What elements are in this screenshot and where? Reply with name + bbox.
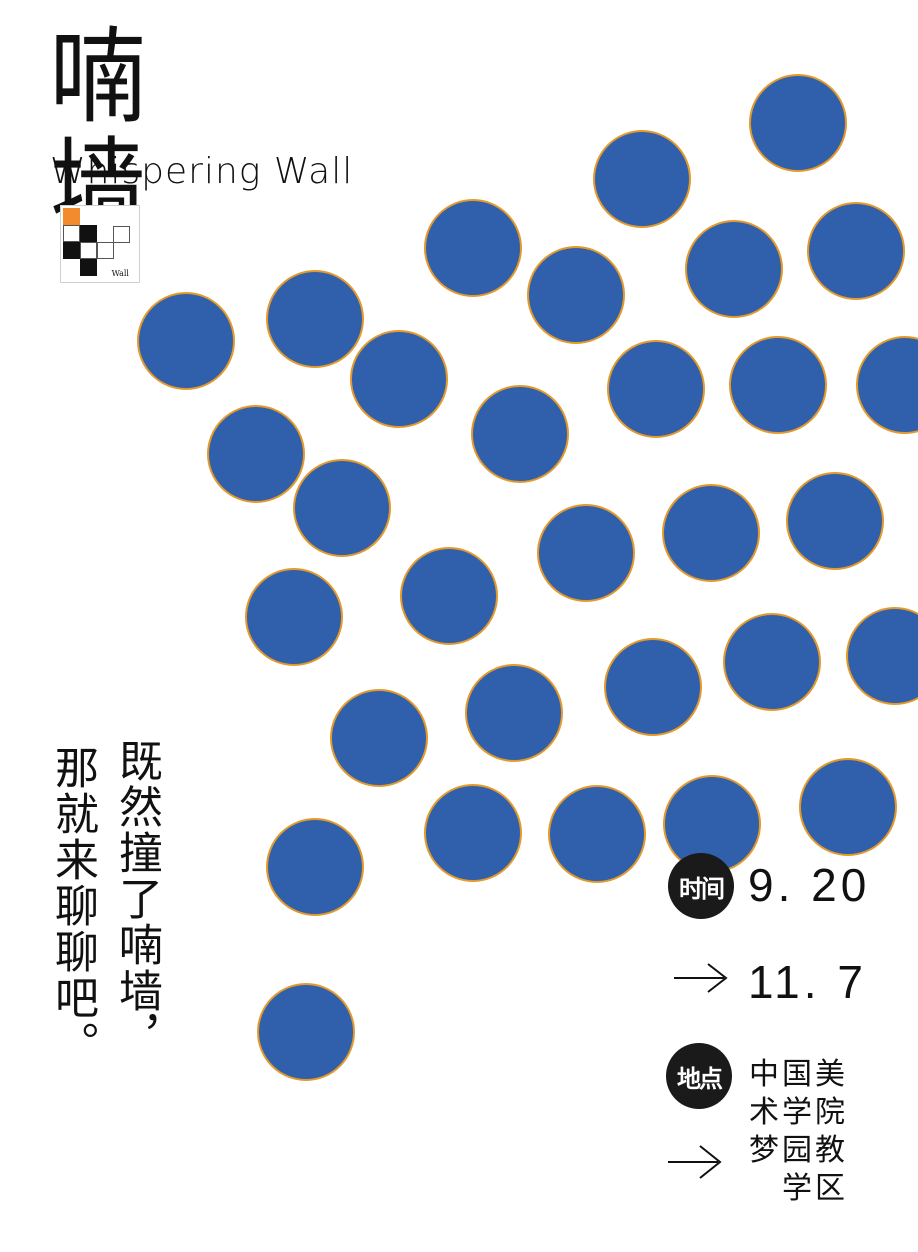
blue-dot [786,472,884,570]
end-date: 11. 7 [748,956,867,1008]
venue-line: 中国美 [749,1057,848,1092]
blue-dot [537,504,635,602]
blue-dot [471,385,569,483]
blue-dot [527,246,625,344]
logo-white-square [63,225,80,242]
blue-dot [293,459,391,557]
start-date: 9. 20 [748,859,871,911]
right-arrow-icon [668,1145,722,1179]
venue-line: 梦园教 [749,1133,848,1168]
blue-dot [749,74,847,172]
venue-line: 学区 [782,1171,848,1206]
blue-dot [465,664,563,762]
right-arrow-icon [674,963,728,993]
place-badge: 地点 [666,1043,732,1109]
blue-dot [593,130,691,228]
poem-line-2: 那就来聊聊吧。 [47,745,98,1067]
blue-dot [400,547,498,645]
blue-dot [424,199,522,297]
blue-dot [856,336,918,434]
blue-dot [807,202,905,300]
time-badge: 时间 [668,853,734,919]
logo-black-square [80,225,97,242]
blue-dot [729,336,827,434]
blue-dot [548,785,646,883]
blue-dot [266,270,364,368]
blue-dot [266,818,364,916]
blue-dot [607,340,705,438]
logo-black-square [63,242,80,259]
venue-address: 中国美 术学院 梦园教 学区 [740,1056,848,1208]
logo-orange-square [63,208,80,225]
poster-title-chinese: 喃墙 [50,16,227,248]
blue-dot [799,758,897,856]
logo-white-square [97,242,114,259]
blue-dot [257,983,355,1081]
blue-dot [330,689,428,787]
logo-text: Wall [111,269,129,278]
logo-black-square [80,259,97,276]
blue-dot [245,568,343,666]
blue-dot [207,405,305,503]
blue-dot [846,607,918,705]
logo-white-square [113,226,130,243]
venue-line: 术学院 [749,1095,848,1130]
blue-dot [604,638,702,736]
logo-white-square [80,242,97,259]
wall-logo: Wall [60,205,140,283]
blue-dot [685,220,783,318]
blue-dot [662,484,760,582]
blue-dot [723,613,821,711]
poster-title-english: Whispering Wall [50,151,354,192]
blue-dot [350,330,448,428]
blue-dot [424,784,522,882]
poem-line-1: 既然撞了喃墙， [111,738,162,1060]
blue-dot [137,292,235,390]
